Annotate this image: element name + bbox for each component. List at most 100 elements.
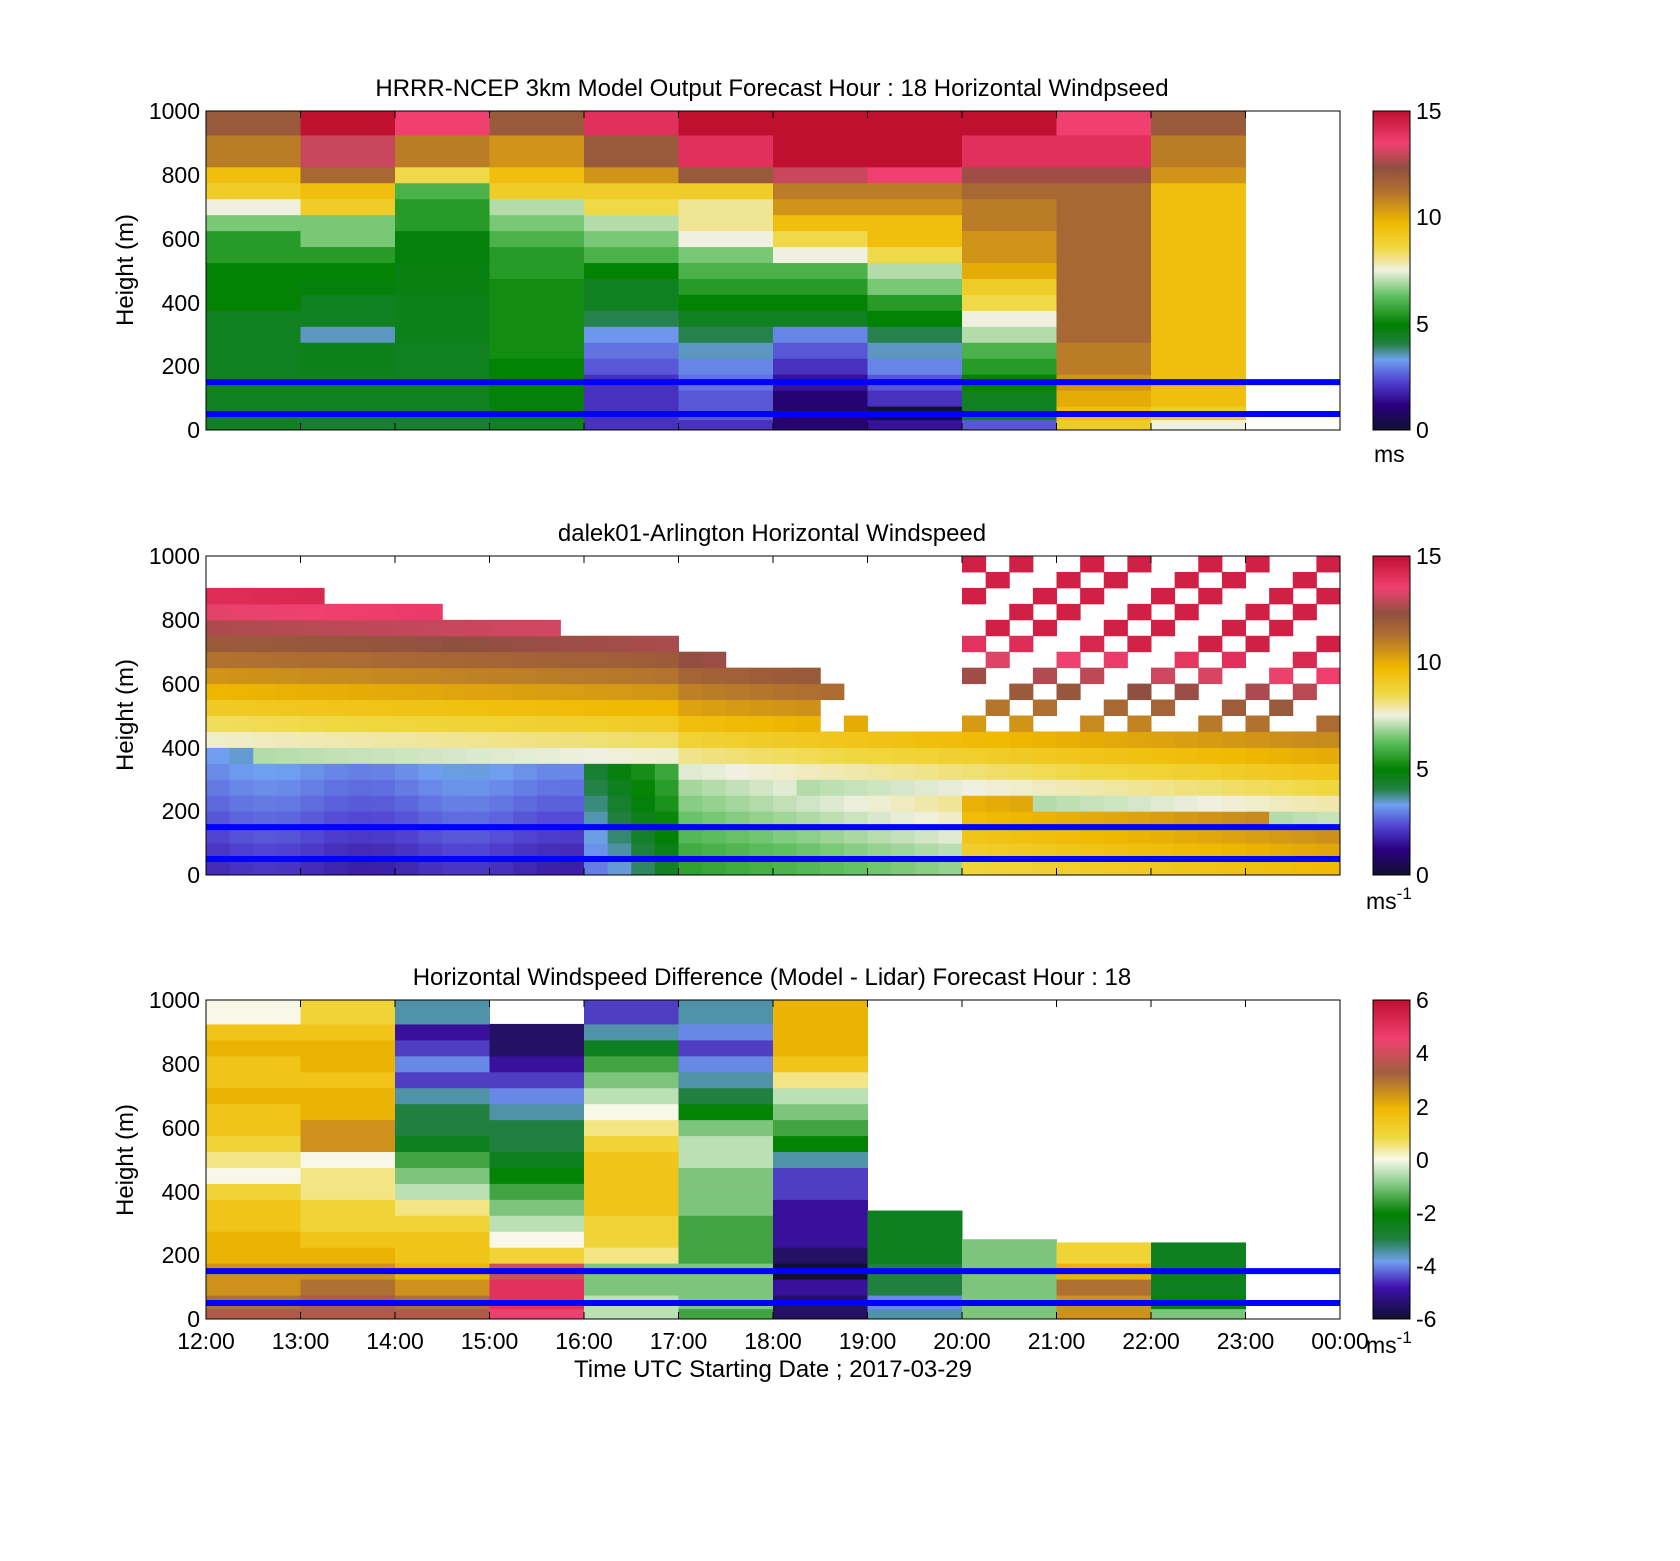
heatmap-cell [300,1183,396,1200]
heatmap-cell [1245,715,1270,732]
heatmap-cell [206,795,231,812]
heatmap-cell [1151,198,1246,216]
heatmap-cell [962,246,1057,264]
heatmap-cell [489,1039,585,1057]
heatmap-cell [1221,859,1247,876]
p2-ytick-800: 800 [162,607,200,633]
heatmap-cell [253,827,278,844]
heatmap-cell [962,342,1057,359]
heatmap-cell [206,811,231,828]
heatmap-cell [1198,635,1223,653]
heatmap-cell [1080,715,1105,732]
heatmap-cell [702,651,727,669]
heatmap-cell [773,230,868,248]
heatmap-cell [465,795,491,812]
x-tick-label: 13:00 [272,1328,330,1354]
heatmap-cell [1316,859,1341,876]
heatmap-cell [938,843,963,860]
heatmap-cell [206,1151,301,1168]
heatmap-cell [206,1023,301,1041]
heatmap-cell [607,763,632,780]
heatmap-cell [985,827,1010,844]
heatmap-cell [536,859,561,876]
heatmap-cell [276,859,302,876]
heatmap-cell [1080,763,1105,780]
heatmap-cell [914,763,939,780]
heatmap-cell [395,1039,490,1057]
heatmap-cell [347,667,372,685]
heatmap-cell [702,747,727,764]
heatmap-cell [1151,859,1176,876]
heatmap-cell [442,635,467,653]
heatmap-cell [914,795,939,812]
heatmap-cell [1056,246,1152,264]
heatmap-cell [796,859,821,876]
heatmap-cell [1174,571,1199,589]
heatmap-cell [1292,779,1317,796]
heatmap-cell [1080,587,1105,605]
p3-cbar-tick-m2: -2 [1416,1200,1436,1226]
heatmap-cell [253,715,278,732]
heatmap-cell [773,699,798,716]
heatmap-cell [489,1247,585,1264]
heatmap-cell [442,667,467,685]
heatmap-cell [489,294,585,311]
p2-cbar-tick-0: 0 [1416,862,1429,888]
heatmap-cell [371,795,396,812]
heatmap-cell [773,166,868,184]
heatmap-cell [300,731,325,748]
panel-3-x-ticks [205,1000,1341,1319]
heatmap-cell [584,358,679,375]
heatmap-cell [229,587,254,605]
heatmap-cell [395,619,420,637]
heatmap-cell [584,1247,679,1264]
heatmap-cell [418,603,443,621]
panel-2-reference-lines [206,824,1340,863]
heatmap-cell [678,1135,774,1153]
heatmap-cell [1056,1308,1152,1320]
heatmap-cell [418,859,443,876]
heatmap-cell [300,150,396,168]
heatmap-cell [796,667,821,685]
heatmap-cell [206,859,231,876]
heatmap-cell [725,827,750,844]
heatmap-cell [678,1279,774,1296]
heatmap-cell [300,1071,396,1089]
heatmap-cell [654,667,680,685]
heatmap-cell [773,310,868,327]
heatmap-cell [253,731,278,748]
heatmap-cell [371,619,396,637]
heatmap-cell [229,699,254,716]
heatmap-cell [489,1135,585,1153]
heatmap-cell [773,1071,868,1089]
heatmap-cell [465,779,491,796]
heatmap-cell [631,795,656,812]
heatmap-cell [300,827,325,844]
heatmap-cell [489,731,514,748]
heatmap-cell [820,683,845,701]
heatmap-cell [1174,763,1199,780]
heatmap-cell [206,1135,301,1153]
heatmap-cell [1151,811,1176,828]
heatmap-cell [1032,811,1058,828]
heatmap-cell [229,635,254,653]
heatmap-cell [206,294,301,311]
heatmap-cell [489,1231,585,1248]
heatmap-cell [1056,166,1152,184]
panel-1-title: HRRR-NCEP 3km Model Output Forecast Hour… [375,75,1168,102]
heatmap-cell [300,342,396,359]
heatmap-cell [206,419,301,431]
p2-ytick-1000: 1000 [149,543,200,569]
heatmap-cell [1221,747,1247,764]
heatmap-cell [276,619,302,637]
heatmap-cell [584,1199,679,1216]
heatmap-cell [1245,779,1270,796]
p3-ytick-400: 400 [162,1179,200,1205]
heatmap-cell [584,1167,679,1184]
heatmap-cell [395,182,490,200]
heatmap-cell [938,811,963,828]
heatmap-cell [584,1087,679,1105]
heatmap-cell [749,699,774,716]
panel-1-ylabel: Height (m) [112,214,139,326]
heatmap-cell [584,182,679,200]
